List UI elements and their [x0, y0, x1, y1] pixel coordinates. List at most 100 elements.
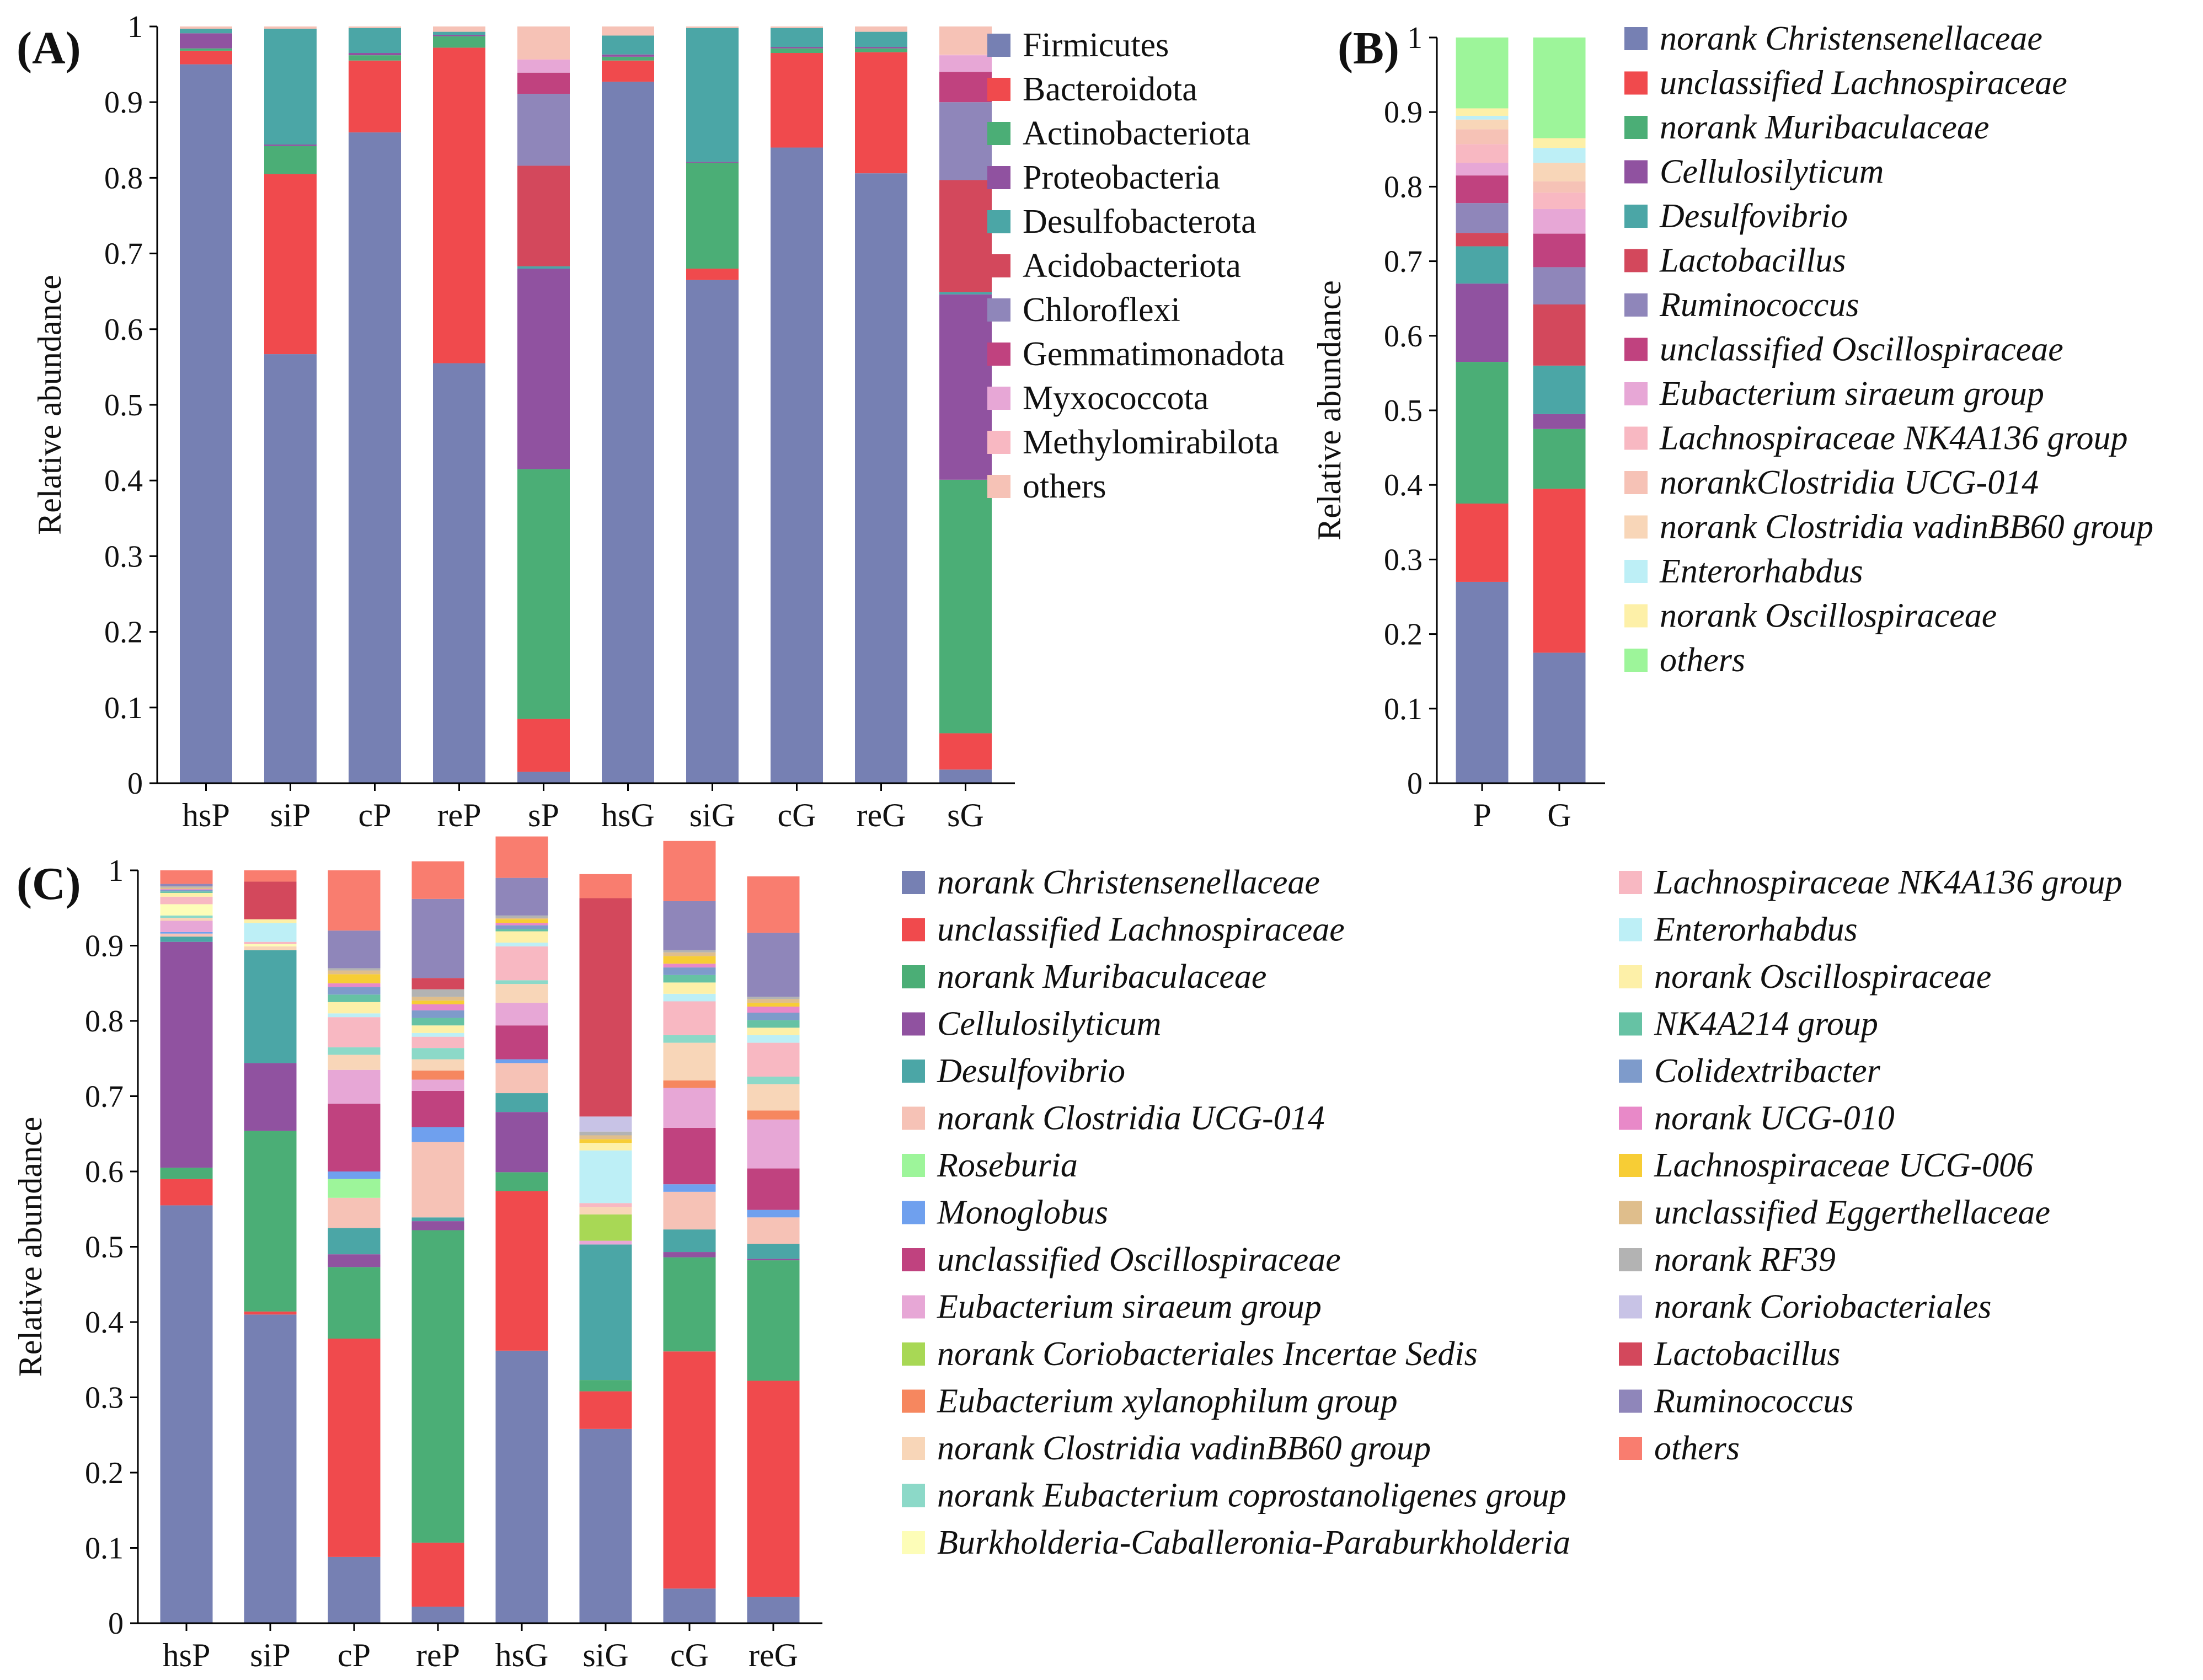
- bar-segment-c-rep-others: [411, 861, 464, 899]
- legend-label-roseburia: Roseburia: [937, 1147, 1078, 1184]
- bar-segment-a-sig-others: [686, 26, 739, 28]
- bar-segment-c-hsg-norank-rf39: [495, 915, 548, 918]
- bar-segment-c-hsg-colidextribacter: [495, 925, 548, 929]
- x-tick-label-reg: reG: [748, 1637, 798, 1673]
- bar-segment-b-g-lactobacillus: [1533, 304, 1586, 366]
- bar-segment-a-sg-proteobacteria: [939, 294, 992, 480]
- bar-segment-a-hsp-firmicutes: [180, 64, 232, 784]
- legend-swatch-norank-oscillospiraceae: [1619, 965, 1642, 988]
- bar-segment-b-g-cellulosilyticum: [1533, 414, 1586, 429]
- legend-label-norank-muribaculaceae: norank Muribaculaceae: [937, 958, 1266, 996]
- bar-segment-b-p-norankclostridia-ucg-014: [1456, 129, 1509, 145]
- bar-segment-c-cg-unclassified-oscillospiraceae: [663, 1127, 716, 1185]
- bar-segment-c-rep-lachnospiraceae-ucg-006: [411, 1000, 464, 1004]
- bar-segment-c-cp-monoglobus: [328, 1171, 381, 1179]
- bar-segment-a-sig-bacteroidota: [686, 269, 739, 280]
- bar-segment-c-hsg-unclassified-eggerthellaceae: [495, 917, 548, 919]
- legend-swatch-norank-muribaculaceae: [1624, 116, 1648, 139]
- bar-segment-c-reg-desulfovibrio: [747, 1244, 800, 1259]
- x-tick-label-sg: sG: [947, 797, 984, 833]
- bar-segment-a-cg-bacteroidota: [771, 53, 823, 148]
- bar-segment-c-rep-norank-muribaculaceae: [411, 1230, 464, 1543]
- legend-label-burkholderia-caballeronia-paraburkholderia: Burkholderia-Caballeronia-Paraburkholder…: [937, 1524, 1570, 1561]
- bar-segment-c-hsg-others: [495, 836, 548, 878]
- bar-segment-c-cg-norank-clostridia-vadinbb60-group: [663, 1042, 716, 1080]
- bar-segment-c-reg-norank-ucg-010: [747, 1007, 800, 1013]
- legend-swatch-actinobacteriota: [987, 122, 1010, 145]
- bar-segment-c-cg-norank-muribaculaceae: [663, 1257, 716, 1352]
- bar-segment-a-cp-firmicutes: [349, 132, 401, 784]
- bar-segment-c-cp-lachnospiraceae-nk4a136-group: [328, 1017, 381, 1047]
- bar-segment-c-cp-norank-clostridia-vadinbb60-group: [328, 1055, 381, 1070]
- bar-segment-a-reg-proteobacteria: [855, 47, 907, 49]
- bar-segment-b-p-norank-clostridia-vadinbb60-group: [1456, 119, 1509, 130]
- legend-swatch-enterorhabdus: [1619, 918, 1642, 941]
- legend-label-others: others: [1654, 1430, 1740, 1467]
- bar-segment-c-cg-norank-rf39: [663, 950, 716, 953]
- bar-segment-c-cg-norank-clostridia-ucg-014: [663, 1191, 716, 1230]
- y-tick-label-0-4: 0.4: [104, 464, 143, 498]
- bar-segment-c-hsg-norank-oscillospiraceae: [495, 931, 548, 943]
- bar-segment-c-sip-norank-muribaculaceae: [244, 1131, 297, 1312]
- bar-segment-a-rep-bacteroidota: [433, 47, 485, 363]
- bar-segment-a-cp-others: [349, 26, 401, 28]
- legend-swatch-desulfobacterota: [987, 210, 1010, 233]
- legend-swatch-cellulosilyticum: [902, 1012, 925, 1036]
- legend-swatch-desulfovibrio: [902, 1060, 925, 1083]
- bar-segment-c-sip-burkholderia-caballeronia-paraburkholderia: [244, 944, 297, 946]
- bar-segment-c-sig-norank-christensenellaceae: [579, 1428, 632, 1623]
- bar-segment-c-cp-lachnospiraceae-ucg-006: [328, 974, 381, 983]
- bar-segment-c-hsg-nk4a214-group: [495, 929, 548, 932]
- bar-segment-c-reg-norank-clostridia-ucg-014: [747, 1217, 800, 1244]
- bar-segment-b-p-ruminococcus: [1456, 203, 1509, 233]
- bar-segment-c-sig-others: [579, 874, 632, 898]
- bar-segment-a-sg-myxococcota: [939, 55, 992, 72]
- legend-swatch-gemmatimonadota: [987, 343, 1010, 366]
- y-tick-label-0-1: 0.1: [1384, 692, 1423, 726]
- bar-segment-c-hsp-norank-christensenellaceae: [160, 1205, 213, 1623]
- bar-segment-c-rep-eubacterium-xylanophilum-group: [411, 1071, 464, 1080]
- bar-segment-b-p-lachnospiraceae-nk4a136-group: [1456, 144, 1509, 163]
- bar-segment-a-hsp-proteobacteria: [180, 33, 232, 49]
- bar-segment-c-hsg-desulfovibrio: [495, 1093, 548, 1112]
- x-tick-label-sip: siP: [250, 1637, 290, 1673]
- legend-swatch-norank-clostridia-ucg-014: [902, 1106, 925, 1130]
- bar-segment-a-sp-myxococcota: [517, 60, 570, 73]
- bar-segment-a-rep-actinobacteriota: [433, 36, 485, 48]
- bar-segment-c-sip-lachnospiraceae-nk4a136-group: [244, 941, 297, 944]
- legend-label-ruminococcus: Ruminococcus: [1654, 1383, 1854, 1420]
- x-tick-label-cp: cP: [338, 1637, 371, 1673]
- y-tick-label-0-7: 0.7: [1384, 245, 1423, 279]
- bar-segment-c-cp-eubacterium-siraeum-group: [328, 1069, 381, 1104]
- legend-swatch-myxococcota: [987, 387, 1010, 410]
- y-tick-label-0-4: 0.4: [1384, 468, 1423, 502]
- legend-label-norank-clostridia-vadinbb60-group: norank Clostridia vadinBB60 group: [1660, 509, 2153, 546]
- bar-segment-c-hsp-unclassified-eggerthellaceae: [160, 887, 213, 890]
- legend-swatch-ruminococcus: [1619, 1389, 1642, 1413]
- bar-segment-c-cg-lachnospiraceae-nk4a136-group: [663, 1001, 716, 1035]
- bar-segment-c-cp-others: [328, 870, 381, 931]
- bar-segment-a-sg-others: [939, 26, 992, 55]
- bar-segment-c-cp-norank-oscillospiraceae: [328, 1002, 381, 1014]
- bar-segment-c-reg-eubacterium-siraeum-group: [747, 1119, 800, 1169]
- legend-label-eubacterium-siraeum-group: Eubacterium siraeum group: [1659, 375, 2044, 413]
- bar-segment-c-sig-lachnospiraceae-nk4a136-group: [579, 1203, 632, 1207]
- bar-segment-c-reg-norank-eubacterium-coprostanoligenes-group: [747, 1077, 800, 1084]
- bar-segment-c-sip-norank-clostridia-vadinbb60-group: [244, 946, 297, 950]
- legend-label-acidobacteriota: Acidobacteriota: [1023, 247, 1241, 285]
- bar-segment-c-rep-enterorhabdus: [411, 1032, 464, 1037]
- legend-swatch-lactobacillus: [1624, 249, 1648, 272]
- bar-segment-a-rep-proteobacteria: [433, 35, 485, 36]
- bar-segment-c-cp-unclassified-oscillospiraceae: [328, 1104, 381, 1171]
- bar-segment-b-g-norankclostridia-ucg-014: [1533, 181, 1586, 193]
- bar-segment-c-reg-colidextribacter: [747, 1012, 800, 1020]
- legend-swatch-norank-eubacterium-coprostanoligenes-group: [902, 1484, 925, 1507]
- legend-swatch-chloroflexi: [987, 298, 1010, 322]
- bar-segment-c-reg-others: [747, 876, 800, 933]
- bar-segment-c-rep-unclassified-oscillospiraceae: [411, 1090, 464, 1127]
- legend-label-lachnospiraceae-ucg-006: Lachnospiraceae UCG-006: [1654, 1147, 2033, 1184]
- legend-label-eubacterium-siraeum-group: Eubacterium siraeum group: [937, 1288, 1322, 1326]
- bar-segment-c-cg-nk4a214-group: [663, 975, 716, 983]
- legend-label-norank-coriobacteriales-incertae-sedis: norank Coriobacteriales Incertae Sedis: [937, 1335, 1478, 1373]
- legend-swatch-nk4a214-group: [1619, 1012, 1642, 1036]
